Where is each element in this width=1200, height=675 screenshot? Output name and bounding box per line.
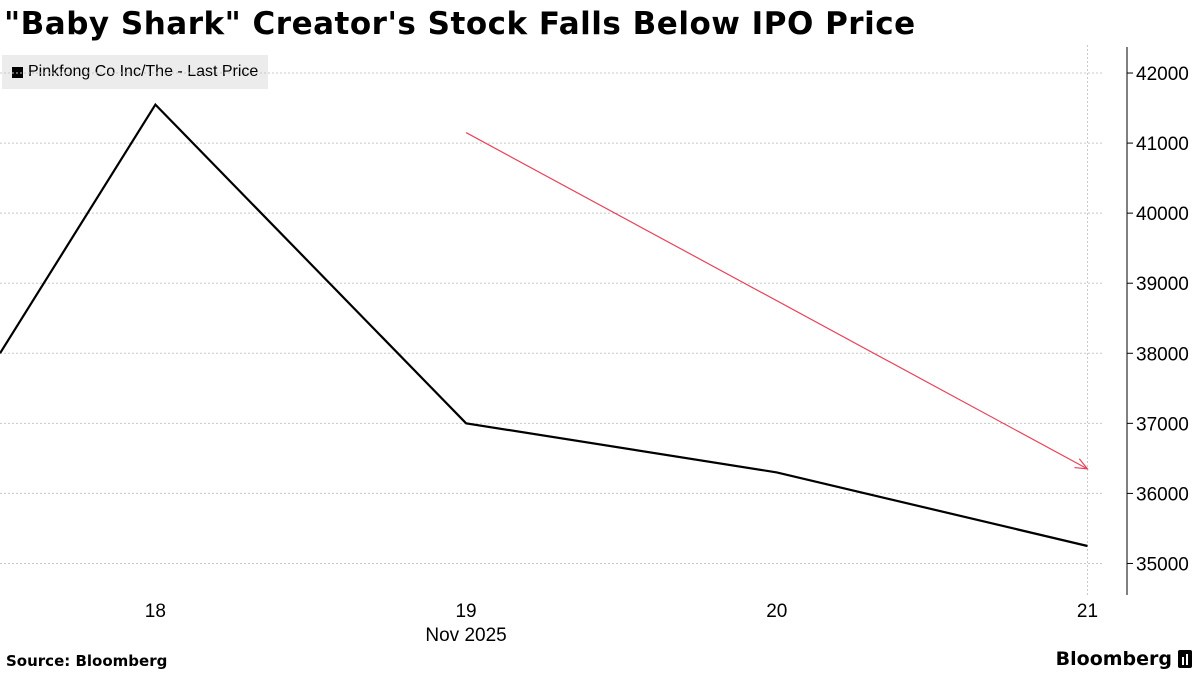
y-tick-label: 38000 [1136,344,1189,365]
x-tick-label: 20 [766,601,787,622]
source-note: Source: Bloomberg [6,652,168,670]
x-axis-sublabel: Nov 2025 [425,625,506,646]
brand-logo: Bloomberg [1056,648,1192,670]
y-tick-label: 36000 [1136,484,1189,505]
y-tick-label: 35000 [1136,554,1189,575]
x-tick-label: 21 [1077,601,1098,622]
y-tick-label: 40000 [1136,204,1189,225]
y-tick-label: 42000 [1136,64,1189,85]
y-tick-label: 41000 [1136,134,1189,155]
legend-label: Pinkfong Co Inc/The - Last Price [28,63,259,80]
y-tick-label: 39000 [1136,274,1189,295]
legend-swatch [12,66,23,78]
legend: Pinkfong Co Inc/The - Last Price [2,55,269,89]
brand-name: Bloomberg [1055,648,1172,670]
x-tick-label: 19 [455,601,476,622]
y-tick-label: 37000 [1136,414,1189,435]
trend-arrow [465,132,1087,469]
chart-title: "Baby Shark" Creator's Stock Falls Below… [4,6,916,42]
x-tick-label: 18 [145,601,166,622]
series-line [0,102,1088,548]
bloomberg-terminal-icon [1178,650,1192,668]
